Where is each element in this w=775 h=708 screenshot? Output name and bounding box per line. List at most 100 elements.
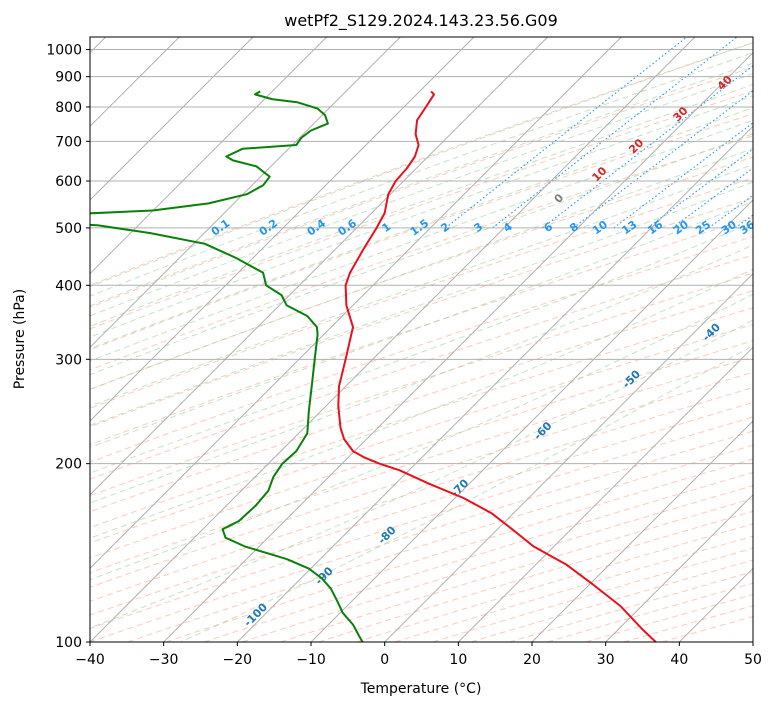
dry-adiabat-label: -90 (313, 564, 336, 587)
moist-adiabat-line (90, 163, 753, 407)
isotherm-line (678, 567, 753, 642)
y-tick-label: 500 (55, 221, 82, 237)
x-tick-label: −10 (296, 652, 326, 668)
x-axis-label: Temperature (°C) (360, 681, 482, 697)
dry-adiabat-line (127, 444, 753, 642)
moist-adiabat-line (90, 83, 753, 327)
isotherm-line (90, 37, 475, 422)
moist-adiabat-label: 40 (715, 73, 735, 93)
dry-adiabat-line (394, 535, 753, 642)
dewpoint-line (90, 90, 364, 642)
mixing-ratio-line (542, 65, 753, 229)
mixing-ratio-label: 16 (645, 218, 665, 238)
temperature-line (337, 90, 657, 642)
mixing-ratio-label: 30 (719, 218, 739, 238)
x-tick-label: 50 (744, 652, 762, 668)
mixing-ratio-label: 10 (590, 218, 610, 238)
x-tick-label: 20 (523, 652, 541, 668)
plot-background (90, 37, 753, 642)
mixing-ratio-label: 0.1 (209, 217, 232, 239)
isotherm-line (90, 37, 401, 349)
dry-adiabat-label: -40 (700, 320, 723, 343)
dry-adiabat-line (90, 135, 753, 371)
dry-adiabat-line (661, 616, 753, 642)
dry-adiabat-line (90, 416, 753, 630)
moist-adiabat-line (90, 41, 753, 288)
y-axis-label: Pressure (hPa) (12, 289, 28, 389)
dry-adiabat-line (90, 323, 753, 544)
isotherm-line (236, 125, 753, 642)
moist-adiabat-line (180, 344, 753, 642)
isotherm-line (90, 37, 549, 496)
isotherm-line (605, 493, 753, 642)
isotherm-line (90, 37, 254, 201)
dry-adiabat-line (90, 197, 753, 428)
dry-adiabat-label: -30 (762, 291, 775, 314)
dry-adiabat-line (203, 471, 753, 642)
mixing-ratio-label: 1.5 (408, 217, 431, 239)
dry-adiabat-line (90, 340, 753, 559)
x-tick-label: 10 (449, 652, 467, 668)
dry-adiabat-line (356, 523, 753, 642)
x-tick-label: 0 (380, 652, 389, 668)
y-tick-label: 400 (55, 278, 82, 294)
mixing-ratio-line (647, 148, 753, 229)
dry-adiabat-line (280, 498, 753, 642)
y-tick-label: 1000 (46, 43, 82, 59)
x-tick-label: −30 (149, 652, 179, 668)
dry-adiabat-line (90, 371, 753, 588)
mixing-ratio-label: 25 (693, 218, 713, 237)
profile-lines (90, 90, 657, 642)
chart-title: wetPf2_S129.2024.143.23.56.G09 (284, 11, 558, 31)
moist-adiabat-label: 0 (552, 191, 567, 206)
isotherm-line (384, 272, 753, 642)
y-tick-label: 100 (55, 635, 82, 651)
dry-adiabat-line (90, 401, 753, 616)
y-tick-label: 300 (55, 352, 82, 368)
mixing-ratio-line (672, 167, 753, 229)
y-tick-label: 600 (55, 174, 82, 190)
dry-adiabat-line (90, 430, 753, 642)
isotherm-line (531, 420, 753, 642)
y-tick-label: 800 (55, 100, 82, 116)
isotherm-line (90, 37, 328, 275)
y-tick-label: 200 (55, 457, 82, 473)
x-tick-label: 40 (670, 652, 688, 668)
dry-adiabat-line (90, 42, 753, 286)
mixing-ratio-label: 0.6 (336, 217, 360, 239)
x-tick-label: −40 (75, 652, 105, 668)
moist-adiabat-line (90, 73, 753, 317)
mixing-ratio-label: 0.4 (305, 217, 329, 239)
moist-adiabat-line (90, 133, 753, 376)
y-tick-label: 900 (55, 70, 82, 86)
mixing-ratio-line (734, 214, 753, 229)
mixing-ratio-line (445, 37, 688, 229)
mixing-ratio-line (613, 122, 753, 229)
dry-adiabat-line (165, 458, 753, 642)
dry-adiabat-line (623, 605, 753, 642)
dry-adiabat-line (90, 236, 753, 463)
isotherm-line (310, 199, 753, 642)
isotherm-line (90, 37, 696, 642)
x-axis: −40 −30 −20 −10 0 10 20 30 40 50 (75, 642, 762, 668)
isotherm-line (752, 641, 753, 642)
dry-adiabat-line (90, 66, 753, 308)
dry-adiabat-line (90, 254, 753, 480)
y-tick-label: 700 (55, 134, 82, 150)
dry-adiabat-line (90, 290, 753, 513)
moist-adiabat-line (90, 119, 753, 362)
dry-adiabat-line (90, 113, 753, 351)
moist-adiabat-line (90, 52, 753, 297)
isotherm-line (163, 51, 753, 642)
mixing-ratio-label: 20 (671, 218, 691, 238)
moist-adiabat-line (90, 268, 753, 539)
mixing-ratio-label: 36 (737, 218, 757, 238)
isotherm-line (90, 37, 622, 570)
y-axis: 100 200 300 400 500 600 700 800 900 1000 (46, 43, 90, 651)
x-tick-label: 30 (597, 652, 615, 668)
mixing-ratio-line (572, 90, 753, 229)
moist-adiabat-line (90, 244, 753, 504)
isotherm-line (457, 346, 753, 642)
x-tick-label: −20 (223, 652, 253, 668)
